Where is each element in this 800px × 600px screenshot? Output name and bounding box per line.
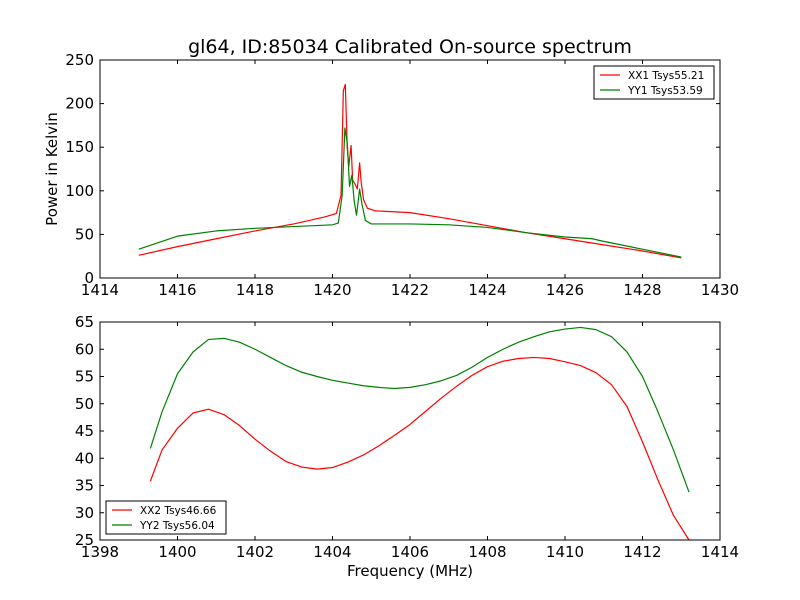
- y-tick-label: 30: [75, 504, 94, 522]
- legend: XX2 Tsys46.66 YY2 Tsys56.04: [105, 500, 227, 535]
- x-tick-label: 1420: [313, 281, 351, 299]
- chart-title: gl64, ID:85034 Calibrated On-source spec…: [188, 36, 632, 58]
- bottom-spectrum-panel: 1398 1400 1402 1404 1406 1408 1410 1412 1414 25 30…: [75, 313, 739, 561]
- legend-label: YY2 Tsys56.04: [139, 520, 215, 532]
- y-tick-label: 100: [65, 182, 94, 200]
- x-tick-label: 1406: [391, 543, 429, 561]
- x-tick-label: 1426: [546, 281, 584, 299]
- series-line-2: [149, 326, 690, 493]
- legend-label: YY1 Tsys53.59: [627, 85, 703, 97]
- y-tick-label: 0: [84, 269, 94, 287]
- legend-box: [593, 65, 715, 100]
- y-tick-label: 50: [75, 395, 94, 413]
- x-axis-label: Frequency (MHz): [347, 562, 473, 580]
- top-spectrum-panel: 1414 1416 1418 1420 1422 1424 1426 1428 1430 0 50 1…: [65, 51, 739, 299]
- y-tick-label: 150: [65, 138, 94, 156]
- series-line-2: [138, 127, 682, 258]
- x-tick-label: 1398: [81, 543, 119, 561]
- y-tick-label: 65: [75, 313, 94, 331]
- legend: XX1 Tsys55.21 YY1 Tsys53.59: [593, 65, 715, 100]
- x-tick-label: 1410: [546, 543, 584, 561]
- y-tick-label: 50: [75, 225, 94, 243]
- x-tick-label: 1402: [236, 543, 274, 561]
- y-tick-label: 200: [65, 95, 94, 113]
- legend-label: XX2 Tsys46.66: [140, 505, 217, 517]
- x-tick-label: 1424: [468, 281, 506, 299]
- y-tick-label: 55: [75, 368, 94, 386]
- y-axis-label: Power in Kelvin: [43, 112, 61, 226]
- x-tick-label: 1416: [158, 281, 196, 299]
- x-tick-label: 1422: [391, 281, 429, 299]
- y-tick-label: 250: [65, 51, 94, 69]
- x-tick-label: 1414: [701, 543, 739, 561]
- x-tick-label: 1414: [81, 281, 119, 299]
- series-line-1: [149, 356, 690, 541]
- y-tick-label: 35: [75, 477, 94, 495]
- series-line-1: [138, 83, 682, 259]
- x-tick-label: 1418: [236, 281, 274, 299]
- x-tick-label: 1404: [313, 543, 351, 561]
- y-tick-label: 40: [75, 449, 94, 467]
- legend-box: [105, 500, 227, 535]
- x-tick-label: 1428: [623, 281, 661, 299]
- y-tick-label: 45: [75, 422, 94, 440]
- y-tick-label: 60: [75, 340, 94, 358]
- y-tick-label: 25: [75, 531, 94, 549]
- x-tick-label: 1400: [158, 543, 196, 561]
- x-tick-label: 1412: [623, 543, 661, 561]
- x-tick-label: 1430: [701, 281, 739, 299]
- legend-label: XX1 Tsys55.21: [628, 70, 704, 82]
- x-tick-label: 1408: [468, 543, 506, 561]
